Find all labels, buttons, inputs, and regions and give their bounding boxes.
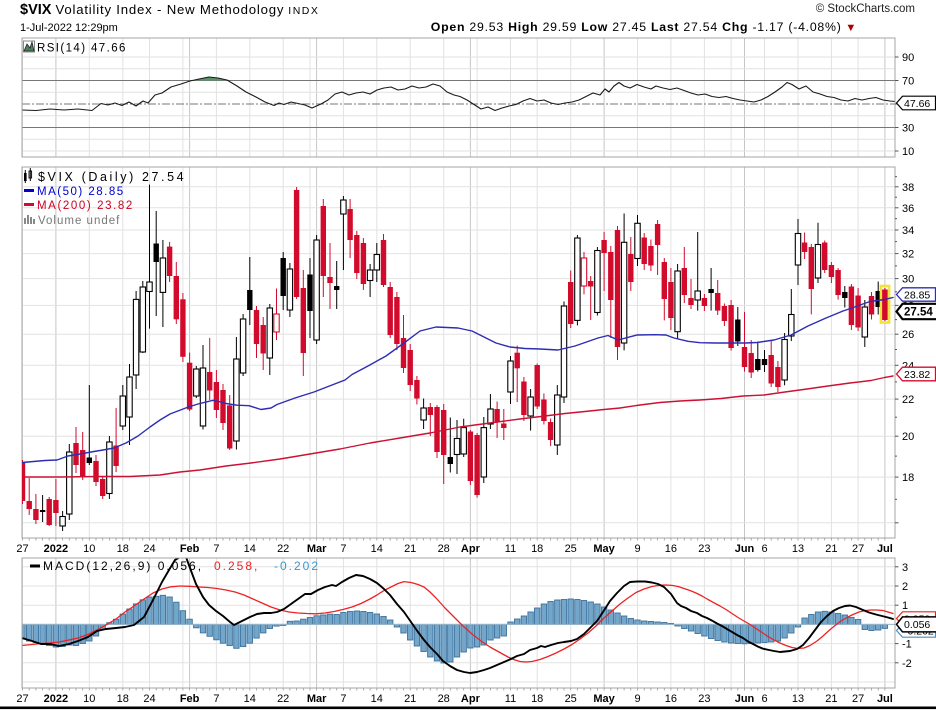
- svg-text:Mar: Mar: [307, 693, 327, 705]
- svg-text:14: 14: [371, 693, 383, 705]
- svg-text:6: 6: [761, 693, 767, 705]
- svg-text:18: 18: [902, 472, 914, 484]
- svg-text:Apr: Apr: [461, 543, 481, 555]
- svg-text:Feb: Feb: [180, 543, 200, 555]
- svg-text:Jul: Jul: [877, 543, 893, 555]
- svg-text:14: 14: [244, 543, 256, 555]
- svg-text:90: 90: [902, 52, 914, 64]
- svg-text:21: 21: [404, 693, 416, 705]
- svg-text:7: 7: [213, 543, 219, 555]
- svg-text:May: May: [593, 693, 615, 705]
- svg-text:-2: -2: [902, 658, 912, 670]
- svg-text:$VIX (Daily) 27.54: $VIX (Daily) 27.54: [38, 170, 186, 184]
- svg-text:21: 21: [825, 693, 837, 705]
- svg-text:70: 70: [902, 76, 914, 88]
- svg-text:22: 22: [277, 693, 289, 705]
- svg-text:25: 25: [565, 693, 577, 705]
- svg-text:16: 16: [665, 543, 677, 555]
- svg-text:Volume undef: Volume undef: [38, 215, 120, 227]
- svg-text:23: 23: [698, 693, 710, 705]
- svg-text:18: 18: [531, 693, 543, 705]
- svg-text:2022: 2022: [44, 693, 68, 705]
- svg-text:21: 21: [825, 543, 837, 555]
- svg-text:28: 28: [438, 543, 450, 555]
- svg-text:9: 9: [634, 693, 640, 705]
- svg-text:0.056: 0.056: [904, 619, 930, 631]
- svg-text:6: 6: [761, 543, 767, 555]
- svg-text:0.258,: 0.258,: [214, 559, 259, 573]
- svg-text:Jun: Jun: [735, 543, 755, 555]
- svg-text:MA(50) 28.85: MA(50) 28.85: [37, 186, 125, 198]
- svg-text:9: 9: [634, 543, 640, 555]
- svg-text:28: 28: [438, 693, 450, 705]
- svg-text:-1: -1: [902, 639, 912, 651]
- svg-text:27: 27: [852, 693, 864, 705]
- svg-text:14: 14: [371, 543, 383, 555]
- svg-text:20: 20: [902, 431, 914, 443]
- svg-text:21: 21: [404, 543, 416, 555]
- svg-text:22: 22: [277, 543, 289, 555]
- svg-text:11: 11: [505, 543, 516, 555]
- svg-text:7: 7: [340, 693, 346, 705]
- svg-text:22: 22: [902, 394, 914, 406]
- svg-text:38: 38: [902, 182, 914, 194]
- svg-text:47.66: 47.66: [904, 98, 930, 110]
- svg-text:27: 27: [852, 543, 864, 555]
- svg-text:26: 26: [902, 329, 914, 341]
- svg-text:36: 36: [902, 203, 914, 215]
- svg-text:3: 3: [902, 562, 908, 574]
- svg-text:32: 32: [902, 249, 914, 261]
- svg-text:13: 13: [792, 693, 804, 705]
- svg-text:27: 27: [16, 543, 28, 555]
- svg-text:28.85: 28.85: [904, 289, 930, 301]
- svg-text:30: 30: [902, 123, 914, 135]
- svg-text:RSI(14) 47.66: RSI(14) 47.66: [37, 43, 127, 55]
- svg-text:Feb: Feb: [180, 693, 200, 705]
- svg-text:11: 11: [505, 693, 516, 705]
- svg-text:18: 18: [117, 693, 129, 705]
- svg-text:MACD(12,26,9) 0.056,: MACD(12,26,9) 0.056,: [43, 559, 203, 573]
- svg-text:23.82: 23.82: [904, 369, 930, 381]
- svg-text:7: 7: [340, 543, 346, 555]
- svg-text:18: 18: [117, 543, 129, 555]
- svg-text:10: 10: [902, 146, 914, 158]
- svg-text:Apr: Apr: [461, 693, 481, 705]
- svg-text:10: 10: [83, 693, 95, 705]
- svg-text:Jul: Jul: [877, 693, 893, 705]
- svg-text:-0.202: -0.202: [274, 559, 320, 573]
- svg-text:7: 7: [213, 693, 219, 705]
- svg-text:MA(200) 23.82: MA(200) 23.82: [37, 200, 134, 212]
- svg-text:2: 2: [902, 581, 908, 593]
- svg-text:18: 18: [531, 543, 543, 555]
- svg-text:May: May: [593, 543, 615, 555]
- svg-text:24: 24: [143, 543, 155, 555]
- svg-text:23: 23: [698, 543, 710, 555]
- svg-text:14: 14: [244, 693, 256, 705]
- svg-text:16: 16: [665, 693, 677, 705]
- svg-text:30: 30: [902, 274, 914, 286]
- svg-text:Mar: Mar: [307, 543, 327, 555]
- svg-text:13: 13: [792, 543, 804, 555]
- svg-text:25: 25: [565, 543, 577, 555]
- svg-text:1: 1: [902, 600, 908, 612]
- svg-text:10: 10: [83, 543, 95, 555]
- svg-text:27.54: 27.54: [904, 306, 933, 318]
- svg-text:27: 27: [16, 693, 28, 705]
- svg-text:34: 34: [902, 225, 914, 237]
- svg-text:2022: 2022: [44, 543, 68, 555]
- svg-text:24: 24: [143, 693, 155, 705]
- svg-text:Jun: Jun: [735, 693, 755, 705]
